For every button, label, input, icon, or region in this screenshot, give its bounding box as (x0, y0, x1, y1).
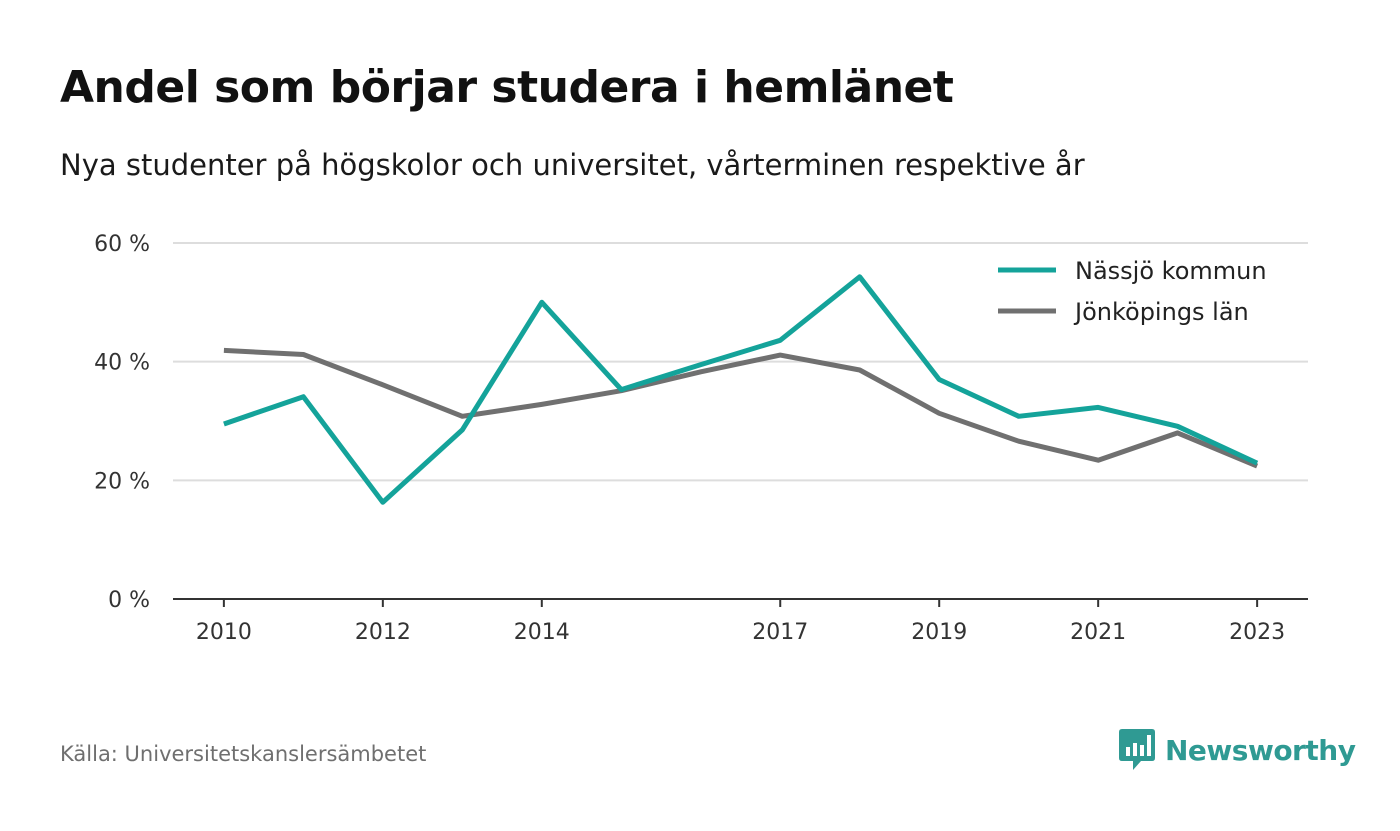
legend: Nässjö kommun Jönköpings län (998, 257, 1267, 326)
y-tick-label: 60 % (94, 232, 150, 257)
source-note: Källa: Universitetskanslersämbetet (60, 742, 427, 766)
x-tick-label: 2012 (355, 620, 411, 645)
series-line-nässjö-kommun (223, 274, 1259, 505)
x-tick-label: 2010 (196, 620, 252, 645)
axes: 0 % 20 % 40 % 60 % 2010 2012 2014 2017 2019 2021 2… (94, 232, 1308, 645)
x-tick-label: 2023 (1229, 620, 1285, 645)
series-lines (223, 274, 1259, 505)
brand-name: Newsworthy (1165, 733, 1356, 767)
x-tick-label: 2014 (514, 620, 570, 645)
brand-logo: Newsworthy (1119, 728, 1356, 772)
y-tick-label: 0 % (108, 588, 150, 613)
x-tick-label: 2019 (911, 620, 967, 645)
y-tick-label: 40 % (94, 351, 150, 376)
legend-label: Jönköpings län (1073, 298, 1249, 326)
chart-subtitle: Nya studenter på högskolor och universit… (60, 148, 1085, 182)
x-tick-label: 2017 (752, 620, 808, 645)
series-line-jönköpings-län (223, 347, 1259, 469)
y-tick-label: 20 % (94, 469, 150, 494)
newsworthy-logo-icon (1119, 729, 1155, 770)
x-tick-label: 2021 (1070, 620, 1126, 645)
line-chart: 0 % 20 % 40 % 60 % 2010 2012 2014 2017 2019 2021 2… (94, 232, 1308, 645)
legend-label: Nässjö kommun (1075, 257, 1267, 285)
chart-title: Andel som börjar studera i hemlänet (60, 62, 954, 113)
